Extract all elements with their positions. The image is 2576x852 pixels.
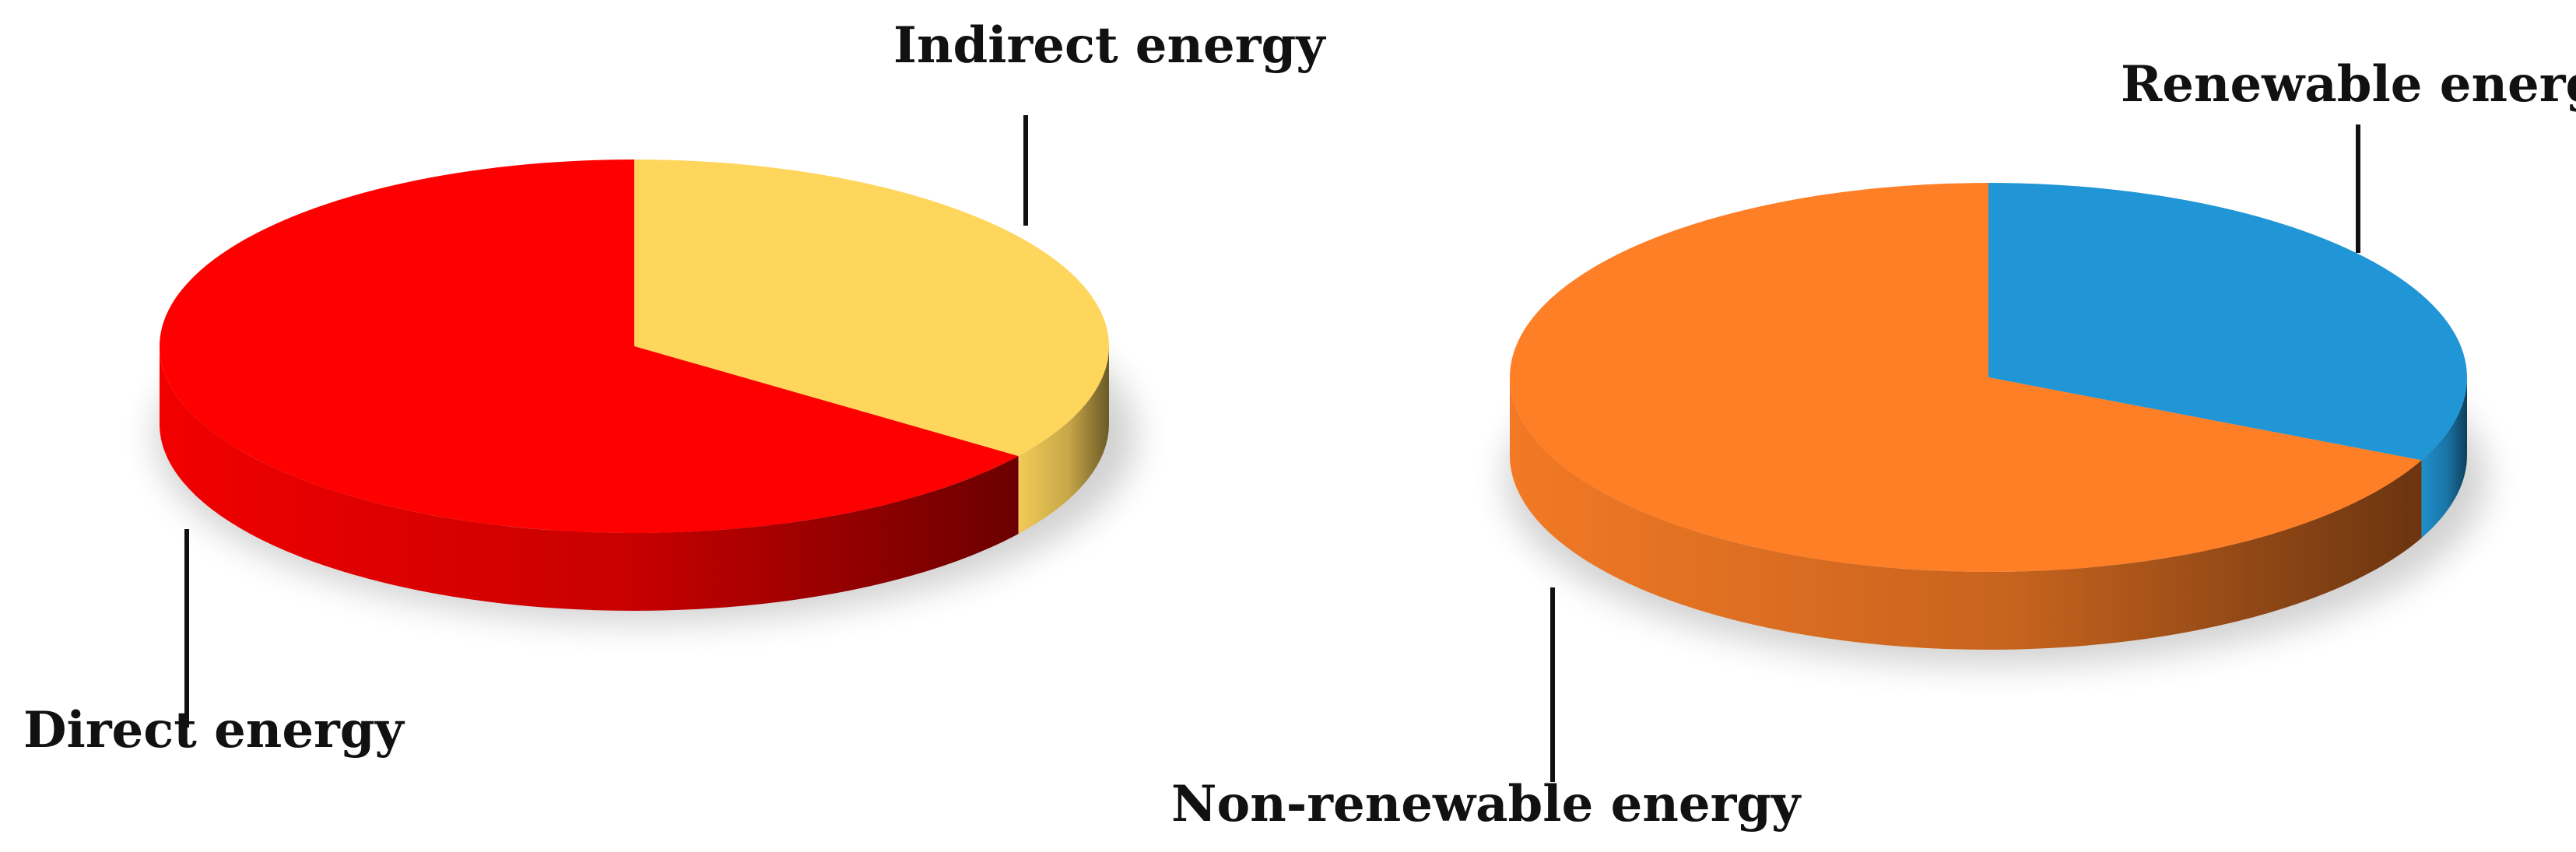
pie-label-indirect-energy: Indirect energy [893, 16, 1326, 75]
pie-chart-left: Indirect energy Direct energy [23, 16, 1326, 759]
pie-side-renewable-energy [2421, 377, 2467, 538]
pie-label-non-renewable-energy: Non-renewable energy [1171, 775, 1802, 833]
pie-side-non-renewable-energy [1510, 377, 2422, 650]
pie-label-renewable-energy: Renewable energy [2121, 55, 2576, 114]
pie-slice-indirect-energy [634, 160, 1110, 457]
pie-slice-renewable-energy [1988, 183, 2468, 461]
pie-slice-direct-energy [160, 160, 1019, 533]
pie-side-direct-energy [160, 346, 1019, 611]
pie-chart-right: Renewable energy Non-renewable energy [1171, 55, 2576, 833]
pie-side-indirect-energy [1018, 346, 1109, 535]
pie-slice-non-renewable-energy [1509, 183, 2422, 573]
pie-label-direct-energy: Direct energy [23, 701, 405, 759]
